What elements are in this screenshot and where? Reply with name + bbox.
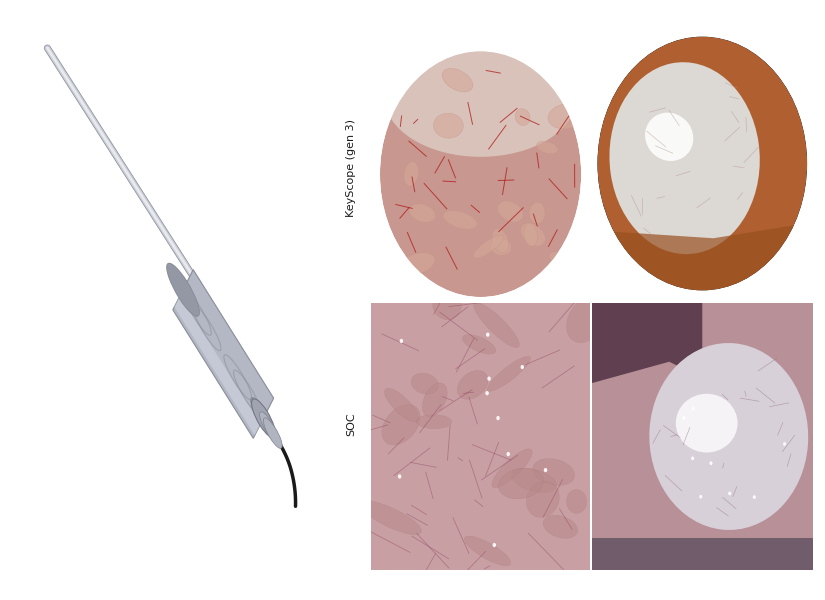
- Circle shape: [488, 376, 491, 381]
- Ellipse shape: [543, 515, 578, 538]
- Circle shape: [710, 461, 713, 465]
- Text: KeyScope (gen 3): KeyScope (gen 3): [346, 119, 356, 217]
- Circle shape: [497, 416, 500, 420]
- Circle shape: [783, 442, 786, 446]
- Ellipse shape: [487, 356, 530, 391]
- Ellipse shape: [497, 201, 523, 222]
- Ellipse shape: [521, 223, 545, 246]
- Polygon shape: [173, 269, 274, 439]
- Ellipse shape: [524, 223, 537, 247]
- Ellipse shape: [382, 404, 420, 445]
- Ellipse shape: [404, 161, 418, 186]
- Circle shape: [691, 407, 695, 410]
- Circle shape: [682, 416, 686, 419]
- Ellipse shape: [492, 449, 532, 488]
- Ellipse shape: [498, 468, 544, 499]
- Ellipse shape: [416, 415, 451, 428]
- Ellipse shape: [491, 239, 512, 255]
- Circle shape: [507, 452, 510, 456]
- Ellipse shape: [422, 383, 447, 416]
- Ellipse shape: [384, 388, 418, 422]
- Circle shape: [691, 457, 694, 460]
- Ellipse shape: [649, 343, 808, 530]
- Circle shape: [493, 543, 496, 547]
- Circle shape: [752, 495, 756, 499]
- Circle shape: [728, 491, 731, 495]
- Ellipse shape: [596, 35, 808, 292]
- Polygon shape: [592, 222, 813, 297]
- Ellipse shape: [533, 458, 575, 485]
- Ellipse shape: [170, 269, 196, 311]
- Circle shape: [399, 339, 403, 343]
- Ellipse shape: [432, 290, 461, 320]
- Ellipse shape: [474, 302, 520, 347]
- Ellipse shape: [380, 52, 581, 297]
- Ellipse shape: [645, 113, 693, 161]
- Ellipse shape: [411, 373, 438, 394]
- Ellipse shape: [464, 536, 511, 566]
- Ellipse shape: [384, 37, 577, 157]
- Ellipse shape: [492, 229, 508, 253]
- Circle shape: [485, 391, 489, 395]
- Ellipse shape: [536, 141, 558, 154]
- Ellipse shape: [442, 68, 473, 92]
- Ellipse shape: [567, 296, 607, 343]
- Text: SOC: SOC: [346, 412, 356, 436]
- Ellipse shape: [457, 370, 488, 399]
- Ellipse shape: [676, 394, 738, 452]
- Ellipse shape: [597, 37, 807, 290]
- Circle shape: [700, 495, 702, 499]
- Circle shape: [398, 475, 402, 479]
- Ellipse shape: [443, 211, 477, 229]
- Ellipse shape: [251, 397, 276, 439]
- Ellipse shape: [526, 481, 559, 517]
- Bar: [592, 538, 813, 570]
- Ellipse shape: [548, 104, 586, 129]
- Polygon shape: [592, 303, 702, 383]
- Ellipse shape: [567, 490, 587, 513]
- Circle shape: [544, 468, 547, 472]
- Ellipse shape: [512, 468, 557, 493]
- Ellipse shape: [463, 335, 496, 354]
- Ellipse shape: [610, 62, 760, 254]
- Ellipse shape: [530, 202, 545, 224]
- Ellipse shape: [252, 399, 276, 437]
- Ellipse shape: [549, 251, 567, 263]
- Ellipse shape: [400, 253, 435, 275]
- Polygon shape: [174, 296, 261, 435]
- Ellipse shape: [260, 412, 278, 442]
- Ellipse shape: [376, 67, 409, 86]
- Ellipse shape: [515, 109, 530, 125]
- Circle shape: [521, 365, 524, 369]
- Ellipse shape: [263, 418, 282, 448]
- Ellipse shape: [474, 235, 503, 258]
- Ellipse shape: [434, 113, 464, 138]
- Ellipse shape: [409, 204, 436, 223]
- Ellipse shape: [361, 501, 422, 535]
- Ellipse shape: [167, 263, 200, 316]
- Circle shape: [486, 332, 489, 337]
